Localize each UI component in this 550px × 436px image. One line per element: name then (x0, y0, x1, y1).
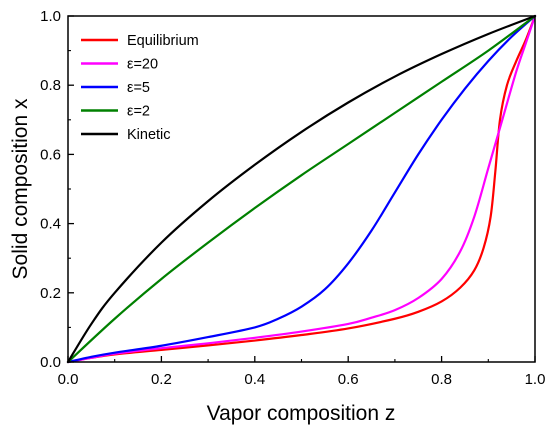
x-tick-label: 0.2 (151, 371, 172, 388)
y-tick-label: 0.6 (40, 146, 61, 163)
series-line-3 (66, 14, 537, 364)
x-axis-label: Vapor composition z (207, 402, 396, 425)
ticks-layer: 0.0 0.2 0.4 0.6 0.8 1.0 0.0 0.2 0.4 0.6 0.8 1.0 (40, 8, 545, 388)
legend-label-4: Kinetic (127, 127, 171, 143)
y-tick-label: 0.8 (40, 77, 61, 94)
y-tick-label: 1.0 (40, 8, 61, 25)
legend-label-2: ε=5 (127, 80, 150, 96)
x-tick-label: 0.6 (338, 371, 359, 388)
x-tick-label: 0.8 (431, 371, 452, 388)
legend-label-0: Equilibrium (127, 33, 199, 49)
y-tick-label: 0.2 (40, 285, 61, 302)
series-line-2 (66, 14, 537, 364)
series-layer (66, 14, 537, 364)
series-line-0 (66, 14, 537, 364)
y-axis-label: Solid composition x (9, 98, 32, 279)
legend-label-3: ε=2 (127, 104, 150, 120)
x-tick-label: 0.0 (58, 371, 79, 388)
legend: Equilibrium ε=20 ε=5 ε=2 Kinetic (81, 33, 199, 143)
series-line-1 (66, 14, 537, 364)
series-line-4 (66, 14, 537, 364)
y-tick-label: 0.0 (40, 354, 61, 371)
x-tick-label: 0.4 (244, 371, 265, 388)
legend-label-1: ε=20 (127, 57, 158, 73)
y-tick-label: 0.4 (40, 216, 61, 233)
x-tick-label: 1.0 (525, 371, 546, 388)
